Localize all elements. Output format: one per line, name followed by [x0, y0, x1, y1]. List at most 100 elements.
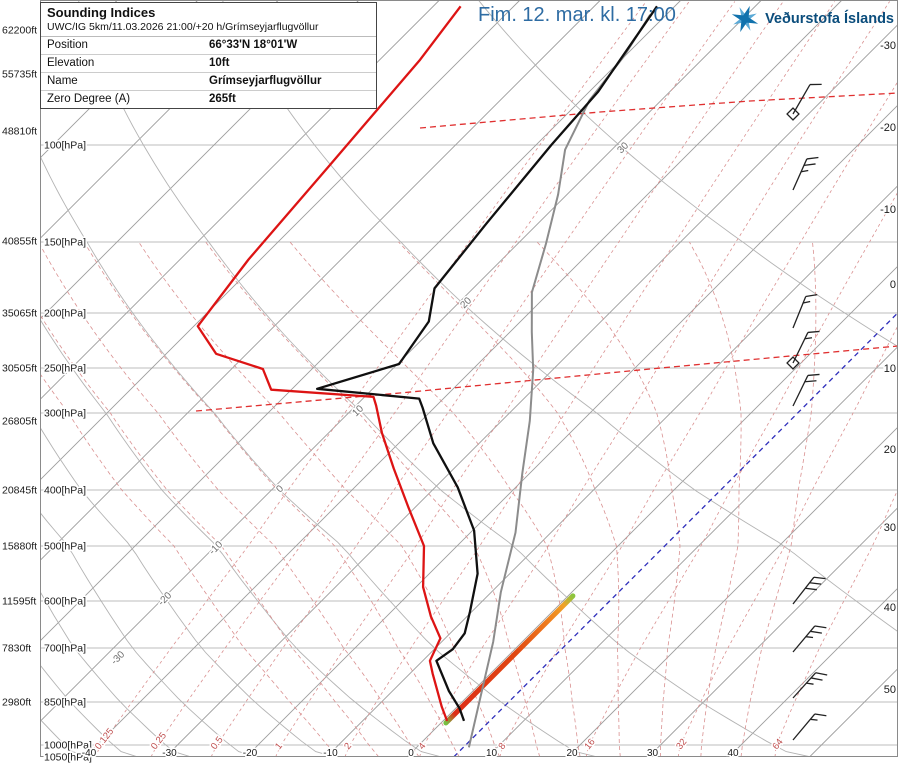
mixing-ratio-line	[344, 1, 836, 757]
moist-adiabat-line	[398, 241, 621, 757]
isotherm-line	[406, 265, 898, 757]
isotherm-line	[40, 0, 521, 481]
isotherm-line	[567, 426, 898, 757]
mixing-ratio-label: 2	[342, 741, 354, 752]
pressure-label: 400[hPa]	[44, 485, 86, 497]
mixing-ratio-line	[774, 488, 898, 757]
valid-time-title: Fim. 12. mar. kl. 17:00	[478, 4, 676, 26]
mixing-ratio-label: 4	[416, 741, 428, 752]
adiabat-label: 10	[350, 403, 366, 419]
dry-adiabat-line	[77, 0, 812, 757]
bottom-temp-label: -10	[323, 748, 338, 759]
axis-labels: 62200ft 55735ft 48810ft 40855ft 35065ft 30505…	[1, 23, 898, 765]
level-diamond-marker	[786, 83, 822, 121]
sounding-curves	[196, 5, 658, 748]
bottom-temp-label: 20	[566, 748, 578, 759]
isotherm-line	[40, 0, 199, 159]
isotherm-line	[40, 0, 762, 723]
level-diamond-marker	[786, 330, 820, 370]
isotherm-line	[326, 184, 898, 757]
right-temp-label: -20	[880, 122, 896, 134]
pressure-label: 600[hPa]	[44, 596, 86, 608]
dry-adiabat-line	[40, 590, 192, 757]
moist-adiabat-line	[289, 241, 581, 757]
info-value: Grímseyjarflugvöllur	[209, 75, 322, 87]
dry-adiabat-line	[40, 154, 598, 757]
isotherm-line	[487, 345, 898, 757]
adiabat-label: -30	[109, 649, 127, 667]
info-value: 10ft	[209, 57, 230, 69]
info-row-name: Name Grímseyjarflugvöllur	[41, 73, 376, 91]
adiabat-label: 20	[458, 295, 474, 311]
bottom-temp-label: 0	[408, 748, 414, 759]
moist-adiabat-line	[740, 241, 817, 757]
dry-adiabat-line	[40, 426, 336, 757]
mixing-ratio-line	[677, 324, 898, 757]
dry-adiabat-line	[40, 511, 258, 757]
wind-barb	[792, 713, 827, 741]
wind-barb	[792, 373, 820, 407]
pressure-label: 150[hPa]	[44, 237, 86, 249]
isotherm-line	[40, 0, 682, 642]
altitude-label: 2980ft	[2, 697, 31, 709]
wind-barb	[792, 625, 827, 653]
mixing-ratio-line	[275, 1, 784, 757]
moist-adiabat-line	[138, 241, 500, 757]
isotherm-line	[40, 0, 440, 401]
red-dashed-level-line	[419, 92, 898, 129]
isotherm-line	[728, 587, 898, 757]
pressure-label: 100[hPa]	[44, 140, 86, 152]
altitude-label: 62200ft	[2, 25, 37, 37]
adiabat-label: -20	[156, 590, 174, 608]
altitude-label: 48810ft	[2, 126, 37, 138]
right-temp-label: 30	[884, 522, 896, 534]
bottom-temp-label: 30	[647, 748, 659, 759]
pressure-label: 200[hPa]	[44, 308, 86, 320]
altitude-label: 11595ft	[2, 596, 36, 608]
info-row-elevation: Elevation 10ft	[41, 55, 376, 73]
right-temp-label: 20	[884, 444, 896, 456]
isotherm-line	[40, 0, 279, 240]
mixing-ratio-label: 0.125	[93, 726, 116, 752]
altitude-label: 40855ft	[2, 236, 37, 248]
altitude-label: 30505ft	[2, 363, 37, 375]
altitude-label: 15880ft	[2, 541, 37, 553]
mixing-ratio-label: 16	[582, 737, 597, 752]
right-temp-label: -30	[880, 40, 896, 52]
mixing-ratio-line	[94, 1, 647, 757]
dry-adiabat-line	[477, 0, 898, 348]
sounding-indices-panel: Sounding Indices UWC/IG 5km/11.03.2026 2…	[40, 2, 377, 109]
plot-frame	[40, 0, 898, 757]
right-temp-label: 40	[884, 602, 896, 614]
pressure-label: 500[hPa]	[44, 541, 86, 553]
isotherm-line	[648, 506, 898, 757]
info-row-position: Position 66°33'N 18°01'W	[41, 37, 376, 55]
auxiliary-curve	[467, 14, 652, 748]
bottom-temp-label: -30	[162, 748, 177, 759]
pressure-label: 850[hPa]	[44, 697, 86, 709]
info-value: 265ft	[209, 93, 236, 105]
info-value: 66°33'N 18°01'W	[209, 39, 298, 51]
moist-adiabat-line	[536, 241, 681, 757]
wind-barb	[792, 156, 819, 191]
info-label: Position	[47, 39, 88, 51]
altitude-label: 35065ft	[2, 308, 37, 320]
flight-path-segment	[443, 593, 576, 726]
wind-barb-column	[786, 83, 828, 741]
isotherm-line	[165, 23, 898, 757]
info-label: Name	[47, 75, 78, 87]
adiabat-label: 0	[274, 483, 286, 495]
mixing-ratio-label: 64	[770, 737, 785, 752]
dewpoint-curve	[196, 5, 462, 722]
wind-barb	[792, 672, 828, 699]
info-label: Zero Degree (A)	[47, 93, 131, 105]
bottom-temp-label: -20	[243, 748, 258, 759]
right-temp-label: 10	[884, 363, 896, 375]
bottom-temp-label: 10	[486, 748, 498, 759]
mixing-ratio-label: 32	[674, 737, 689, 752]
altitude-label: 55735ft	[2, 69, 37, 81]
altitude-label: 7830ft	[2, 643, 31, 655]
isotherm-line	[40, 0, 601, 562]
